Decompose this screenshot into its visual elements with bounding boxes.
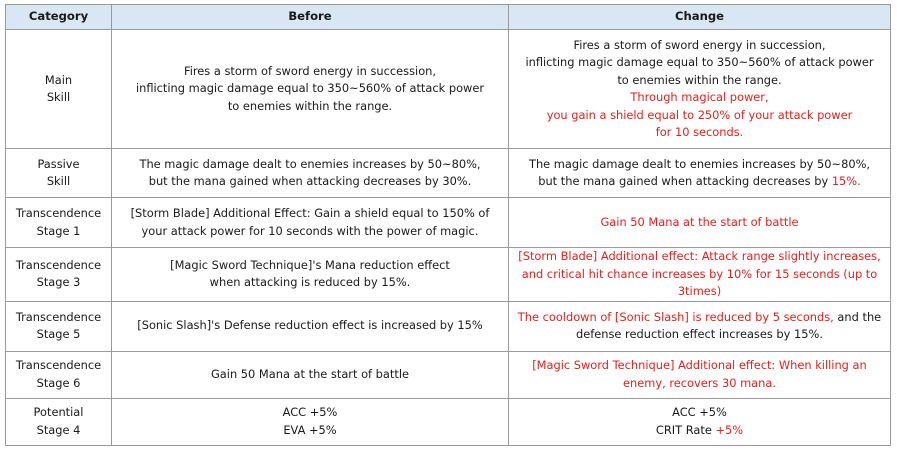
- category-line: Stage 4: [36, 422, 81, 437]
- change-line-highlight: Through magical power,: [630, 90, 769, 104]
- change-line-highlight: Gain 50 Mana at the start of battle: [600, 214, 799, 229]
- before-cell: Fires a storm of sword energy in success…: [111, 29, 509, 149]
- category-line: Transcendence: [15, 257, 102, 272]
- category-line: Main: [44, 72, 73, 87]
- change-cell: The cooldown of [Sonic Slash] is reduced…: [508, 300, 891, 352]
- before-line: Fires a storm of sword energy in success…: [183, 63, 437, 78]
- change-line-highlight: [Storm Blade] Additional effect: Attack …: [518, 249, 881, 263]
- category-line: Stage 1: [36, 223, 81, 238]
- table-row: Potential Stage 4 ACC +5% EVA +5% ACC +5…: [5, 397, 891, 446]
- category-line: Transcendence: [15, 309, 102, 324]
- change-line-highlight: enemy, recovers 30 mana.: [623, 375, 776, 390]
- before-line: Gain 50 Mana at the start of battle: [210, 366, 409, 381]
- change-line: ACC +5%: [672, 405, 727, 419]
- change-line: to enemies within the range.: [617, 72, 782, 87]
- category-line: Transcendence: [15, 206, 102, 220]
- before-cell: [Sonic Slash]'s Defense reduction effect…: [111, 300, 509, 352]
- before-line: to enemies within the range.: [227, 98, 393, 113]
- before-line: [Sonic Slash]'s Defense reduction effect…: [137, 318, 483, 333]
- change-line: CRIT Rate +5%: [512, 422, 887, 440]
- change-line-highlight: you gain a shield equal to 250% of your …: [546, 107, 853, 122]
- before-line: [Storm Blade] Additional Effect: Gain a …: [130, 206, 490, 220]
- table-row: Transcendence Stage 6 Gain 50 Mana at th…: [5, 350, 891, 399]
- change-cell: Fires a storm of sword energy in success…: [508, 29, 891, 149]
- change-cell: ACC +5% CRIT Rate +5%: [508, 397, 891, 446]
- change-cell: Gain 50 Mana at the start of battle: [508, 197, 891, 248]
- change-line: The cooldown of [Sonic Slash] is reduced…: [512, 309, 887, 327]
- before-line: your attack power for 10 seconds with th…: [141, 223, 479, 238]
- change-cell: The magic damage dealt to enemies increa…: [508, 148, 891, 198]
- before-line: ACC +5%: [282, 405, 338, 419]
- table-row: Passive Skill The magic damage dealt to …: [5, 148, 891, 198]
- table-row: Main Skill Fires a storm of sword energy…: [5, 29, 891, 149]
- change-text: but the mana gained when attacking decre…: [538, 174, 832, 188]
- table-row: Transcendence Stage 5 [Sonic Slash]'s De…: [5, 300, 891, 352]
- category-line: Stage 3: [36, 275, 81, 290]
- before-cell: The magic damage dealt to enemies increa…: [111, 148, 509, 198]
- change-text-highlight: 15%.: [831, 174, 861, 188]
- table-row: Transcendence Stage 3 [Magic Sword Techn…: [5, 247, 891, 302]
- category-line: Skill: [46, 174, 71, 188]
- category-cell: Main Skill: [5, 29, 112, 149]
- category-line: Skill: [46, 90, 71, 104]
- patch-notes-table: Category Before Change Main Skill Fires …: [5, 4, 891, 446]
- category-cell: Transcendence Stage 3: [5, 247, 112, 302]
- before-line: but the mana gained when attacking decre…: [148, 174, 472, 188]
- category-line: Potential: [33, 405, 84, 419]
- before-cell: ACC +5% EVA +5%: [111, 397, 509, 446]
- category-cell: Passive Skill: [5, 148, 112, 198]
- before-line: The magic damage dealt to enemies increa…: [139, 156, 481, 171]
- category-line: Stage 6: [36, 375, 81, 390]
- change-line: defense reduction effect increases by 15…: [576, 327, 823, 341]
- change-line-highlight: for 10 seconds.: [655, 125, 744, 139]
- before-cell: [Storm Blade] Additional Effect: Gain a …: [111, 197, 509, 248]
- change-cell: [Magic Sword Technique] Additional effec…: [508, 350, 891, 399]
- change-text-highlight: The cooldown of [Sonic Slash] is reduced…: [517, 309, 834, 324]
- change-line: but the mana gained when attacking decre…: [512, 173, 887, 191]
- change-line-highlight: [Magic Sword Technique] Additional effec…: [532, 358, 867, 372]
- category-cell: Transcendence Stage 6: [5, 350, 112, 399]
- before-cell: [Magic Sword Technique]'s Mana reduction…: [111, 247, 509, 302]
- category-line: Passive: [37, 156, 80, 171]
- before-line: when attacking is reduced by 15%.: [209, 275, 411, 290]
- header-before: Before: [111, 4, 509, 30]
- change-text: CRIT Rate: [655, 422, 716, 437]
- category-line: Transcendence: [15, 358, 102, 372]
- before-line: EVA +5%: [283, 422, 337, 437]
- change-line: inflicting magic damage equal to 350~560…: [525, 55, 874, 69]
- header-category: Category: [5, 4, 112, 30]
- category-cell: Transcendence Stage 5: [5, 300, 112, 352]
- category-cell: Transcendence Stage 1: [5, 197, 112, 248]
- category-line: Stage 5: [36, 327, 81, 341]
- change-line-highlight: and critical hit chance increases by 10%…: [521, 266, 878, 281]
- change-text: and the: [833, 309, 882, 324]
- before-cell: Gain 50 Mana at the start of battle: [111, 350, 509, 399]
- table-row: Transcendence Stage 1 [Storm Blade] Addi…: [5, 197, 891, 248]
- header-row: Category Before Change: [5, 4, 891, 30]
- header-change: Change: [508, 4, 891, 30]
- change-line-highlight: 3times): [677, 284, 722, 298]
- before-line: [Magic Sword Technique]'s Mana reduction…: [170, 257, 450, 272]
- change-text-highlight: +5%: [715, 422, 744, 437]
- category-cell: Potential Stage 4: [5, 397, 112, 446]
- change-line: The magic damage dealt to enemies increa…: [528, 156, 871, 171]
- change-cell: [Storm Blade] Additional effect: Attack …: [508, 247, 891, 302]
- change-line: Fires a storm of sword energy in success…: [573, 37, 826, 52]
- before-line: inflicting magic damage equal to 350~560…: [135, 81, 485, 96]
